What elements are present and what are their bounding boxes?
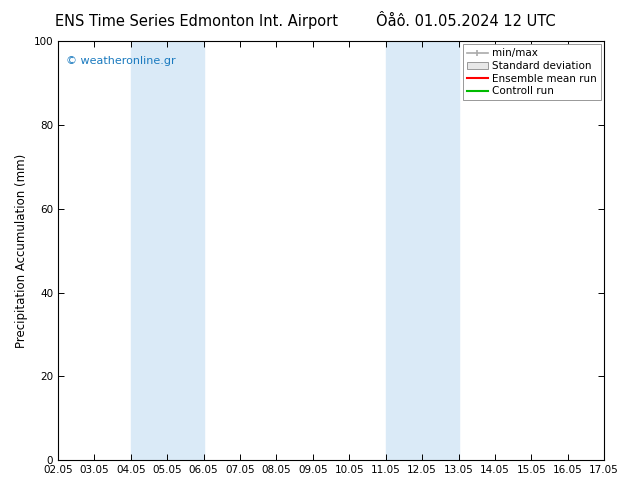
Text: Ôåô. 01.05.2024 12 UTC: Ôåô. 01.05.2024 12 UTC: [376, 14, 556, 29]
Legend: min/max, Standard deviation, Ensemble mean run, Controll run: min/max, Standard deviation, Ensemble me…: [463, 44, 601, 100]
Bar: [131, 41, 204, 460]
Y-axis label: Precipitation Accumulation (mm): Precipitation Accumulation (mm): [15, 153, 28, 348]
Text: © weatheronline.gr: © weatheronline.gr: [66, 56, 176, 66]
Text: ENS Time Series Edmonton Int. Airport: ENS Time Series Edmonton Int. Airport: [55, 14, 338, 29]
Bar: [385, 41, 458, 460]
